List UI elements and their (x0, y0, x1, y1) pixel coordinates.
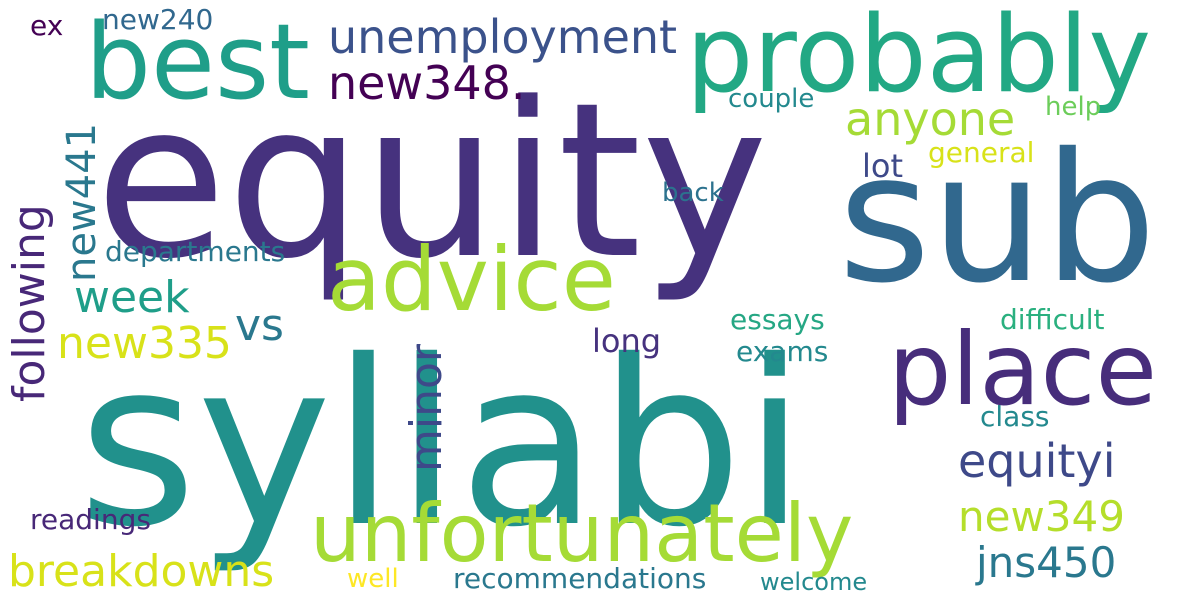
word-week: week (74, 272, 190, 323)
word-breakdowns: breakdowns (8, 546, 275, 597)
word-anyone: anyone (845, 92, 1016, 146)
word-new349: new349 (958, 492, 1125, 541)
word-help: help (1045, 92, 1102, 122)
word-lot: lot (862, 147, 904, 185)
word-new335: new335 (57, 318, 232, 369)
word-couple: couple (728, 84, 815, 114)
word-advice: advice (327, 228, 616, 331)
word-equityi: equityi (958, 434, 1116, 488)
word-recommendations: recommendations (453, 562, 707, 595)
word-new441: new441 (59, 122, 105, 282)
word-probably: probably (686, 0, 1152, 116)
word-minor: minor (401, 344, 452, 472)
word-essays: essays (730, 303, 825, 336)
word-sub: sub (838, 115, 1157, 322)
word-new240: new240 (102, 3, 214, 36)
word-back: back (662, 178, 724, 208)
word-equity: equity (95, 57, 769, 306)
word-departments: departments (105, 235, 286, 268)
word-vs: vs (235, 300, 284, 351)
word-place: place (888, 311, 1158, 428)
word-long: long (592, 322, 662, 360)
word-jns450: jns450 (976, 538, 1117, 587)
word-unemployment: unemployment (328, 10, 678, 64)
word-unfortunately: unfortunately (310, 487, 854, 580)
word-well: well (347, 564, 399, 594)
word-general: general (928, 136, 1035, 169)
word-exams: exams (736, 335, 829, 368)
word-best: best (85, 1, 310, 123)
word-difficult: difficult (1000, 303, 1105, 336)
word-readings: readings (30, 503, 151, 536)
word-new348: new348. (328, 56, 526, 110)
word-syllabi: syllabi (78, 311, 807, 577)
word-welcome: welcome (760, 568, 868, 596)
word-ex: ex (30, 9, 64, 42)
word-class: class (980, 400, 1050, 433)
word-following: following (4, 204, 55, 402)
